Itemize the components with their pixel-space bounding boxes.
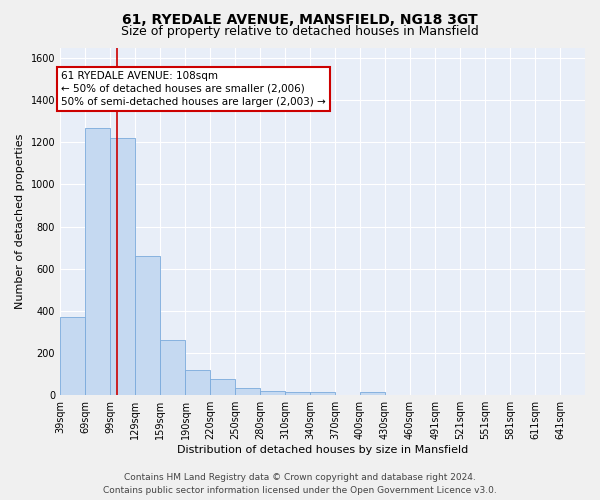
Text: Size of property relative to detached houses in Mansfield: Size of property relative to detached ho… [121, 25, 479, 38]
X-axis label: Distribution of detached houses by size in Mansfield: Distribution of detached houses by size … [177, 445, 468, 455]
Y-axis label: Number of detached properties: Number of detached properties [15, 134, 25, 309]
Bar [185, 370, 211, 395]
Bar [60, 317, 85, 395]
Bar [235, 388, 260, 395]
Bar [135, 256, 160, 395]
Bar [211, 380, 235, 395]
Text: 61, RYEDALE AVENUE, MANSFIELD, NG18 3GT: 61, RYEDALE AVENUE, MANSFIELD, NG18 3GT [122, 12, 478, 26]
Bar [85, 128, 110, 395]
Bar [285, 392, 310, 395]
Bar [260, 391, 285, 395]
Bar [360, 392, 385, 395]
Bar [310, 392, 335, 395]
Text: 61 RYEDALE AVENUE: 108sqm
← 50% of detached houses are smaller (2,006)
50% of se: 61 RYEDALE AVENUE: 108sqm ← 50% of detac… [61, 70, 326, 107]
Bar [110, 138, 135, 395]
Bar [160, 340, 185, 395]
Text: Contains HM Land Registry data © Crown copyright and database right 2024.
Contai: Contains HM Land Registry data © Crown c… [103, 474, 497, 495]
